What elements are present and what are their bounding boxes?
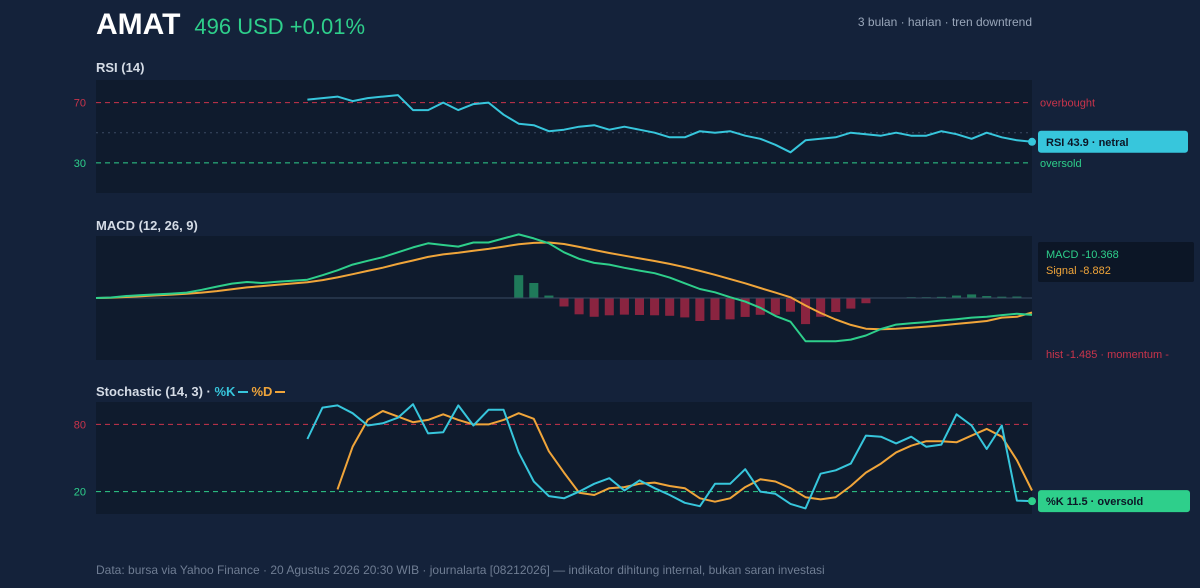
rsi-panel-title: RSI (14) xyxy=(96,60,145,75)
macd-hist-bar xyxy=(936,296,946,298)
rsi-line xyxy=(307,94,1033,154)
macd-hist-bar xyxy=(634,298,645,315)
stoch-k-line xyxy=(306,403,1033,510)
macd-hist-bar xyxy=(559,298,569,307)
stoch-legend-d: %D xyxy=(251,384,273,399)
stoch-tick-label: 80 xyxy=(74,419,86,431)
macd-hist-bar xyxy=(514,275,524,298)
macd-legend-box xyxy=(1038,242,1194,282)
macd-hist-bar xyxy=(604,298,614,316)
rsi-current-badge xyxy=(1038,130,1188,153)
stoch-tick-label: 20 xyxy=(74,487,86,499)
macd-hist-bar xyxy=(801,298,811,325)
macd-hist-bar xyxy=(785,298,795,312)
macd-hist-bar xyxy=(831,298,841,313)
macd-line xyxy=(95,233,1033,343)
stoch-legend-k-swatch xyxy=(238,390,249,393)
macd-hist-bar xyxy=(589,298,599,317)
rsi-tick-label: 70 xyxy=(74,98,86,110)
stoch-legend-d-swatch xyxy=(275,390,286,393)
macd-hist-bar xyxy=(982,296,992,298)
stoch-current-badge xyxy=(1038,490,1190,513)
macd-hist-bar xyxy=(1012,296,1022,298)
ticker-symbol: AMAT xyxy=(96,8,181,41)
rsi-last-point xyxy=(1028,137,1036,146)
stoch-current-label: %K 11.5 · oversold xyxy=(1046,496,1143,508)
macd-hist-bar xyxy=(846,298,856,309)
macd-legend-signal: Signal -8.882 xyxy=(1046,265,1111,277)
macd-hist-bar xyxy=(529,282,539,298)
macd-hist-bar xyxy=(710,298,720,321)
macd-hist-bar xyxy=(861,298,871,304)
macd-hist-bar xyxy=(680,298,690,318)
macd-hist-bar xyxy=(544,295,554,298)
chart-subtitle: 3 bulan · harian · tren downtrend xyxy=(857,15,1032,29)
footer-note: Data: bursa via Yahoo Finance · 20 Agust… xyxy=(96,563,825,577)
rsi-panel-bg xyxy=(96,80,1032,193)
rsi-current-label: RSI 43.9 · netral xyxy=(1046,137,1129,149)
macd-hist-bar xyxy=(755,298,765,315)
macd-legend-macd: MACD -10.368 xyxy=(1046,249,1119,261)
macd-hist-bar xyxy=(574,298,584,315)
stoch-panel-title: Stochastic (14, 3) · %K %D xyxy=(96,384,288,399)
oversold-label: oversold xyxy=(1040,158,1082,170)
stoch-d-line xyxy=(336,410,1033,503)
macd-hist-bar xyxy=(967,294,977,298)
macd-hist-bar xyxy=(997,296,1007,298)
stoch-last-point xyxy=(1028,497,1036,506)
macd-hist-bar xyxy=(951,295,962,298)
macd-hist-bar xyxy=(695,298,705,322)
macd-legend-hist: hist -1.485 · momentum - xyxy=(1046,349,1169,361)
header: AMAT 496 USD +0.01% xyxy=(96,8,365,48)
macd-panel-title: MACD (12, 26, 9) xyxy=(96,218,198,233)
macd-hist-bar xyxy=(725,298,735,320)
macd-hist-bar xyxy=(816,298,826,317)
macd-hist-bar xyxy=(619,298,629,315)
macd-hist-bar xyxy=(770,298,780,315)
stoch-title-prefix: Stochastic (14, 3) · xyxy=(96,384,215,399)
signal-line xyxy=(95,241,1033,331)
price-change: 496 USD +0.01% xyxy=(194,14,366,39)
macd-hist-bar xyxy=(740,298,750,317)
overbought-label: overbought xyxy=(1040,98,1095,110)
macd-hist-bar xyxy=(665,298,675,316)
macd-hist-bar xyxy=(650,298,660,316)
rsi-tick-label: 30 xyxy=(74,158,86,170)
stoch-legend-k: %K xyxy=(214,384,236,399)
stoch-panel-bg xyxy=(96,402,1032,514)
